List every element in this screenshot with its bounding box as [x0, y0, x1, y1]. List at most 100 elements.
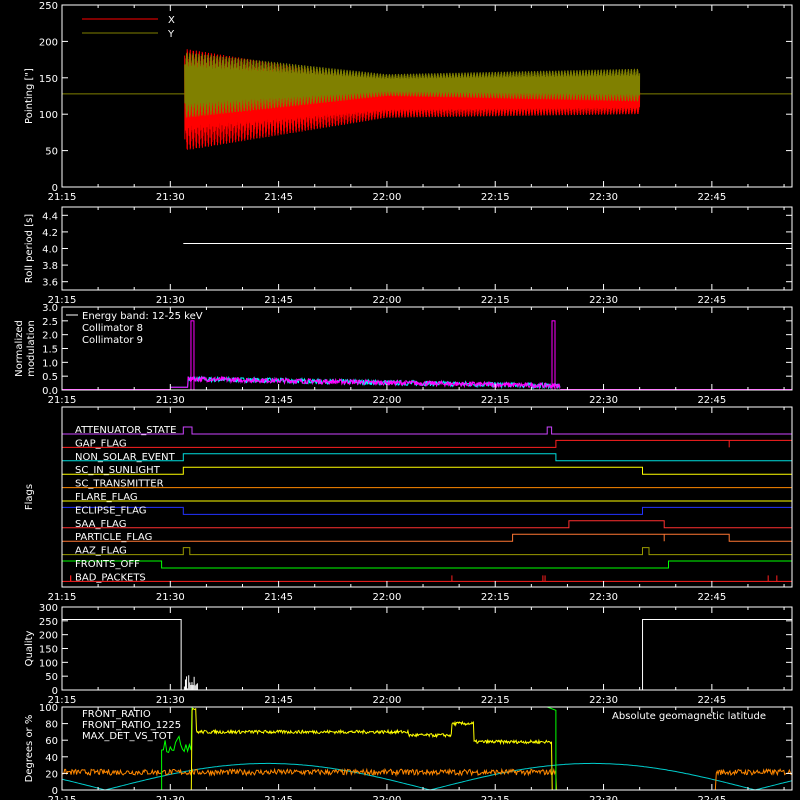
x-tick-label: 21:45 [264, 795, 293, 800]
y-tick-label: 2.0 [42, 331, 58, 342]
x-tick-label: 21:45 [264, 395, 293, 406]
y-tick-label: 50 [45, 147, 58, 158]
series-geomagnetic-latitude [61, 762, 793, 791]
y-tick-label: 200 [39, 631, 58, 642]
x-tick-label: 22:00 [373, 295, 402, 306]
x-tick-label: 22:30 [589, 395, 618, 406]
y-tick-label: 1.0 [42, 358, 58, 369]
y-tick-label: 100 [39, 658, 58, 669]
x-tick-label: 21:15 [48, 395, 77, 406]
series-front-ratio [187, 707, 556, 791]
x-tick-label: 22:45 [697, 395, 726, 406]
y-tick-label: 4.0 [42, 245, 58, 256]
legend-entry: FRONT_RATIO [82, 709, 151, 720]
legend-entry: Collimator 8 [82, 323, 143, 334]
flag-line [62, 466, 792, 475]
flag-line [61, 560, 793, 569]
y-axis-label-line2: modulation [26, 320, 37, 377]
x-tick-label: 21:30 [156, 295, 185, 306]
y-tick-label: 3.8 [42, 261, 58, 272]
x-tick-label: 22:15 [481, 295, 510, 306]
flag-line [62, 426, 792, 435]
x-tick-label: 22:00 [373, 395, 402, 406]
flag-label: AAZ_FLAG [75, 546, 127, 557]
y-tick-label: 300 [39, 603, 58, 614]
x-tick-label: 22:30 [589, 592, 618, 603]
flag-label: PARTICLE_FLAG [75, 532, 152, 543]
flag-label: FLARE_FLAG [75, 492, 138, 503]
y-tick-label: 0 [52, 686, 58, 697]
flag-line [62, 439, 793, 448]
flag-line [62, 453, 792, 462]
x-tick-label: 22:15 [481, 695, 510, 706]
y-tick-label: 0.0 [42, 386, 58, 397]
x-tick-label: 21:15 [48, 192, 77, 203]
flag-label: SC_TRANSMITTER [75, 479, 164, 490]
flag-label: ECLIPSE_FLAG [75, 505, 146, 516]
x-tick-label: 21:15 [48, 592, 77, 603]
x-tick-label: 21:15 [48, 295, 77, 306]
flag-label: FRONTS_OFF [75, 559, 140, 570]
x-tick-label: 22:00 [373, 192, 402, 203]
x-tick-label: 22:30 [589, 795, 618, 800]
x-tick-label: 21:30 [156, 695, 185, 706]
flag-line [61, 506, 793, 515]
x-tick-label: 22:30 [589, 192, 618, 203]
panel-frame [61, 4, 793, 188]
x-tick-label: 22:45 [697, 795, 726, 800]
legend-entry: FRONT_RATIO_1225 [82, 720, 181, 731]
quality-line [62, 618, 182, 690]
y-tick-label: 200 [39, 37, 58, 48]
y-tick-label: 1.5 [42, 345, 58, 356]
y-tick-label: 40 [45, 753, 58, 764]
y-tick-label: 80 [45, 720, 58, 731]
x-tick-label: 21:30 [156, 592, 185, 603]
y-tick-label: 2.5 [42, 317, 58, 328]
y-tick-label: 150 [39, 645, 58, 656]
x-tick-label: 22:45 [697, 192, 726, 203]
panel-frame [61, 206, 793, 291]
flag-line [62, 547, 792, 556]
quality-line [642, 618, 792, 690]
y-axis-label: Flags [24, 484, 35, 510]
y-tick-label: 250 [39, 1, 58, 12]
y-axis-label: Normalized [14, 320, 25, 377]
panel-frame [61, 406, 793, 588]
legend-title: Energy band: 12-25 keV [82, 311, 203, 322]
flag-label: NON_SOLAR_EVENT [75, 452, 176, 463]
x-tick-label: 22:15 [481, 795, 510, 800]
x-tick-label: 22:00 [373, 795, 402, 800]
modulation-spike [551, 320, 556, 391]
flag-line [62, 533, 792, 542]
y-tick-label: 0 [52, 786, 58, 797]
x-tick-label: 21:45 [264, 592, 293, 603]
x-tick-label: 21:15 [48, 795, 77, 800]
x-tick-label: 22:15 [481, 592, 510, 603]
x-tick-label: 22:45 [697, 592, 726, 603]
y-axis-label: Quality [24, 631, 35, 667]
y-tick-label: 100 [39, 703, 58, 714]
x-tick-label: 22:00 [373, 695, 402, 706]
legend-label-X: X [168, 15, 175, 26]
x-tick-label: 21:45 [264, 192, 293, 203]
y-tick-label: 250 [39, 617, 58, 628]
legend-label-Y: Y [167, 29, 175, 40]
y-axis-label: Pointing ["] [24, 68, 35, 124]
y-tick-label: 150 [39, 74, 58, 85]
x-tick-label: 22:00 [373, 592, 402, 603]
panel-frame [61, 706, 793, 791]
x-tick-label: 21:30 [156, 795, 185, 800]
x-tick-label: 21:45 [264, 695, 293, 706]
flag-line [62, 520, 792, 529]
y-axis-label: Degrees or % [24, 715, 35, 783]
flag-label: SC_IN_SUNLIGHT [75, 465, 161, 476]
x-tick-label: 21:15 [48, 695, 77, 706]
y-tick-label: 4.4 [42, 211, 58, 222]
x-tick-label: 22:45 [697, 295, 726, 306]
legend-entry: Collimator 9 [82, 335, 143, 346]
y-tick-label: 100 [39, 110, 58, 121]
x-tick-label: 21:30 [156, 395, 185, 406]
y-tick-label: 0.5 [42, 372, 58, 383]
y-tick-label: 0 [52, 183, 58, 194]
y-axis-label: Roll period [s] [24, 214, 35, 283]
